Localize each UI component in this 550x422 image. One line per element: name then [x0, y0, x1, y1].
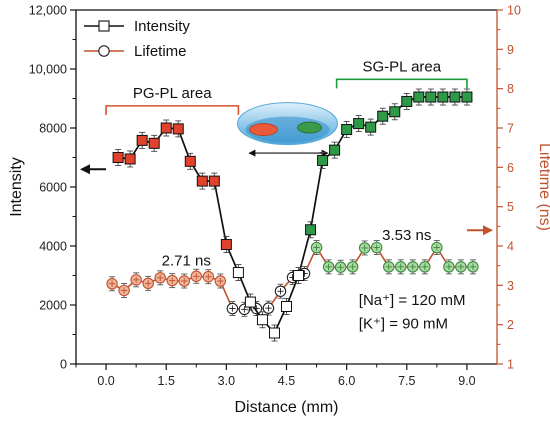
annotations: PG-PL area SG-PL area 2.71 ns 3.53 ns [Na⁺] …: [80, 58, 493, 333]
y-left-axis-title: Intensity: [8, 157, 25, 217]
legend-intensity-label: Intensity: [134, 18, 190, 35]
y-left-tick-label: 8000: [39, 122, 67, 136]
intensity-point: [305, 224, 317, 236]
legend-intensity-marker: [98, 20, 110, 32]
intensity-point: [413, 91, 425, 103]
y-right-axis-title: Lifetime (ns): [536, 143, 550, 231]
y-left-tick-label: 2000: [39, 299, 67, 313]
intensity-point: [232, 267, 244, 279]
span-arrow-head-right: [321, 149, 329, 157]
intensity-point: [425, 91, 437, 103]
y-left-tick-label: 4000: [39, 240, 67, 254]
bracket-line: [105, 105, 240, 115]
y-left-tick-label: 6000: [39, 181, 67, 195]
y-right-tick-label: 4: [507, 240, 514, 254]
y-right-tick-label: 8: [507, 82, 514, 96]
intensity-point: [256, 314, 268, 326]
region-label: SG-PL area: [362, 58, 441, 75]
y-right-tick-label: 9: [507, 43, 514, 57]
y-right-tick-label: 10: [507, 4, 521, 18]
sg-blob: [297, 121, 322, 134]
sg-pl-bracket: SG-PL area: [335, 58, 468, 89]
k-concentration-label: [K⁺] = 90 mM: [359, 316, 448, 333]
y-right-tick-label: 2: [507, 318, 514, 332]
intensity-point: [268, 327, 280, 339]
intensity-point: [136, 134, 148, 146]
x-tick-label: 1.5: [158, 374, 175, 388]
intensity-point: [184, 155, 196, 167]
intensity-point: [437, 91, 449, 103]
intensity-point: [244, 296, 256, 308]
x-tick-label: 7.5: [398, 374, 415, 388]
x-tick-label: 9.0: [458, 374, 475, 388]
intensity-point: [353, 118, 365, 130]
intensity-point: [389, 106, 401, 118]
legend-lifetime-marker: [98, 45, 110, 57]
intensity-point: [124, 153, 136, 165]
intensity-point: [208, 175, 220, 187]
intensity-axis-arrow-head: [80, 164, 90, 175]
y-right-tick-label: 3: [507, 279, 514, 293]
intensity-point: [220, 239, 232, 251]
intensity-point: [293, 270, 305, 281]
pg-blob: [249, 123, 278, 136]
x-tick-label: 0.0: [97, 374, 114, 388]
legend-lifetime-label: Lifetime: [134, 43, 187, 60]
axes: 0.0 1.5 3.0 4.5 6.0 7.5 9.0 0 2000 4000 6000 8000 10…: [8, 4, 550, 417]
y-right-tick-label: 1: [507, 358, 514, 372]
span-arrow-head-left: [248, 149, 256, 157]
x-tick-label: 4.5: [278, 374, 295, 388]
pg-lifetime-label: 2.71 ns: [162, 253, 211, 270]
intensity-point: [449, 91, 461, 103]
intensity-point: [377, 110, 389, 122]
lifetime-axis-arrow-head: [483, 225, 493, 236]
intensity-point: [329, 144, 341, 156]
y-right-tick-label: 6: [507, 161, 514, 175]
y-left-tick-label: 12,000: [29, 4, 67, 18]
intensity-series: [112, 88, 473, 342]
x-tick-label: 6.0: [338, 374, 355, 388]
series-layer: [106, 88, 479, 342]
intensity-point: [401, 95, 413, 107]
na-concentration-label: [Na⁺] = 120 mM: [359, 292, 466, 309]
intensity-point: [112, 152, 124, 163]
particle-illustration: [237, 102, 339, 157]
intensity-point: [196, 175, 208, 187]
intensity-point: [341, 123, 353, 135]
x-axis-title: Distance (mm): [234, 399, 338, 416]
intensity-point: [365, 121, 377, 133]
bracket-line: [335, 78, 468, 89]
intensity-point: [317, 154, 329, 166]
intensity-point: [281, 300, 292, 312]
intensity-point: [148, 137, 160, 149]
sg-lifetime-label: 3.53 ns: [382, 227, 431, 244]
y-left-tick-label: 10,000: [29, 63, 67, 77]
intensity-point: [461, 91, 473, 103]
region-label: PG-PL area: [133, 85, 212, 102]
y-right-tick-label: 5: [507, 200, 514, 214]
legend: Intensity Lifetime: [84, 18, 190, 60]
y-right-tick-label: 7: [507, 122, 514, 136]
pg-pl-bracket: PG-PL area: [105, 85, 240, 115]
x-tick-label: 3.0: [218, 374, 235, 388]
y-left-tick-label: 0: [60, 358, 67, 372]
intensity-point: [160, 122, 172, 134]
intensity-point: [172, 123, 184, 135]
